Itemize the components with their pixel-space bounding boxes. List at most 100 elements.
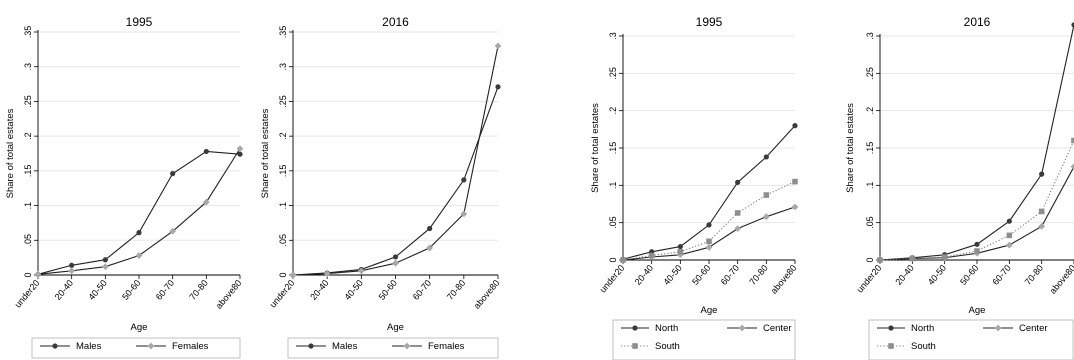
legend-label-north: North (655, 323, 678, 334)
x-tick-label: 70-80 (747, 263, 769, 287)
y-tick-label: .1 (278, 202, 288, 210)
x-tick-label: 60-70 (719, 263, 741, 287)
y-tick-label: .25 (23, 95, 33, 108)
data-point-center (1070, 163, 1074, 171)
legend-label-south: South (655, 341, 680, 352)
data-point-center (762, 213, 770, 221)
y-tick-label: .05 (865, 216, 875, 229)
y-tick-label: .05 (23, 234, 33, 247)
chart-title: 1995 (696, 15, 723, 29)
data-point-females (169, 227, 177, 235)
data-point-males (495, 84, 501, 90)
chart-panel-4: 2016 0 .05 .1 .15 .2 .25 .3 under20 20-40 40-50 50-… (845, 15, 1074, 360)
legend-label-north: North (911, 323, 934, 334)
legend-marker-center (994, 324, 1002, 332)
data-point-females (392, 259, 399, 267)
data-point-north (763, 154, 769, 160)
data-point-south (734, 210, 741, 216)
x-tick-label: 60-70 (154, 278, 176, 302)
x-tick-label: 20-40 (308, 278, 330, 302)
x-axis-label: Age (131, 322, 148, 333)
chart-title: 1995 (126, 15, 153, 29)
y-tick-label: .05 (608, 216, 618, 229)
y-tick-label: .15 (865, 142, 875, 155)
data-point-males (461, 177, 467, 183)
data-point-males (136, 230, 142, 236)
legend-label-males: Males (76, 341, 102, 352)
y-tick-label: .1 (23, 202, 33, 210)
chart-title: 2016 (382, 15, 409, 29)
legend: Males Females (31, 337, 241, 359)
x-tick-label: above80 (214, 278, 244, 311)
figure-panels: 1995 0 .05 .1 .15 .2 .25 .3 .35 under20 20-40 40-50… (5, 15, 1074, 360)
legend-label-center: Center (1019, 323, 1048, 334)
y-tick-label: .2 (608, 107, 618, 115)
legend: North Center South (612, 319, 796, 360)
series-line-males (292, 86, 499, 276)
data-point-males (203, 148, 209, 155)
y-tick-label: .2 (278, 132, 288, 140)
data-point-males (237, 151, 243, 157)
x-axis-label: Age (969, 305, 986, 316)
y-tick-label: 0 (278, 272, 288, 277)
y-tick-label: .1 (608, 182, 618, 190)
x-tick-label: 50-60 (377, 278, 399, 302)
y-tick-label: .3 (23, 63, 33, 71)
x-tick-label: under20 (268, 278, 297, 310)
legend-label-males: Males (332, 341, 358, 352)
x-tick-label: 40-50 (342, 278, 364, 302)
y-tick-label: .05 (278, 234, 288, 247)
data-point-north (706, 222, 712, 228)
data-point-north (1006, 218, 1012, 224)
y-tick-label: .2 (23, 132, 33, 140)
legend-box (287, 337, 499, 359)
data-point-south (763, 192, 770, 198)
legend-marker-north (632, 325, 638, 331)
data-point-south (677, 248, 684, 255)
data-point-south (1006, 232, 1013, 239)
legend-label-females: Females (172, 341, 209, 352)
data-point-center (791, 203, 799, 211)
data-point-south (941, 254, 948, 260)
y-tick-label: .25 (865, 67, 875, 80)
data-point-south (877, 257, 883, 263)
x-tick-label: 40-50 (86, 278, 108, 302)
y-tick-label: .3 (278, 63, 288, 71)
data-point-males (392, 254, 399, 260)
x-tick-label: under20 (855, 263, 884, 295)
data-point-center (705, 243, 713, 251)
legend: North Center South (868, 319, 1074, 360)
data-point-males (102, 257, 108, 263)
data-point-females (34, 270, 42, 278)
data-point-females (135, 252, 143, 259)
legend-marker-females (403, 342, 411, 350)
data-point-center (1005, 241, 1013, 249)
data-point-south (1071, 137, 1074, 144)
legend-marker-males (308, 343, 314, 349)
data-point-north (974, 241, 980, 247)
data-point-females (236, 145, 244, 153)
legend-label-south: South (911, 341, 936, 352)
x-tick-label: under20 (13, 278, 42, 310)
x-axis-label: Age (387, 322, 404, 333)
data-point-females (289, 271, 297, 279)
x-tick-label: 50-60 (958, 263, 980, 287)
data-point-females (357, 267, 365, 275)
y-tick-label: .25 (608, 67, 618, 80)
x-tick-label: 70-80 (187, 278, 209, 302)
x-tick-label: 60-70 (990, 263, 1012, 287)
x-tick-label: above80 (472, 278, 502, 311)
data-point-males (170, 171, 176, 177)
y-axis-label: Share of total estates (590, 103, 601, 193)
data-point-south (648, 252, 655, 259)
y-tick-label: 0 (865, 257, 875, 262)
data-point-females (494, 42, 502, 50)
x-tick-label: 70-80 (445, 278, 467, 302)
y-tick-label: .3 (865, 32, 875, 40)
data-point-north (1071, 22, 1074, 28)
legend-marker-south (632, 343, 638, 349)
data-point-south (706, 238, 712, 245)
x-tick-label: 50-60 (120, 278, 142, 302)
y-tick-label: .3 (608, 32, 618, 40)
